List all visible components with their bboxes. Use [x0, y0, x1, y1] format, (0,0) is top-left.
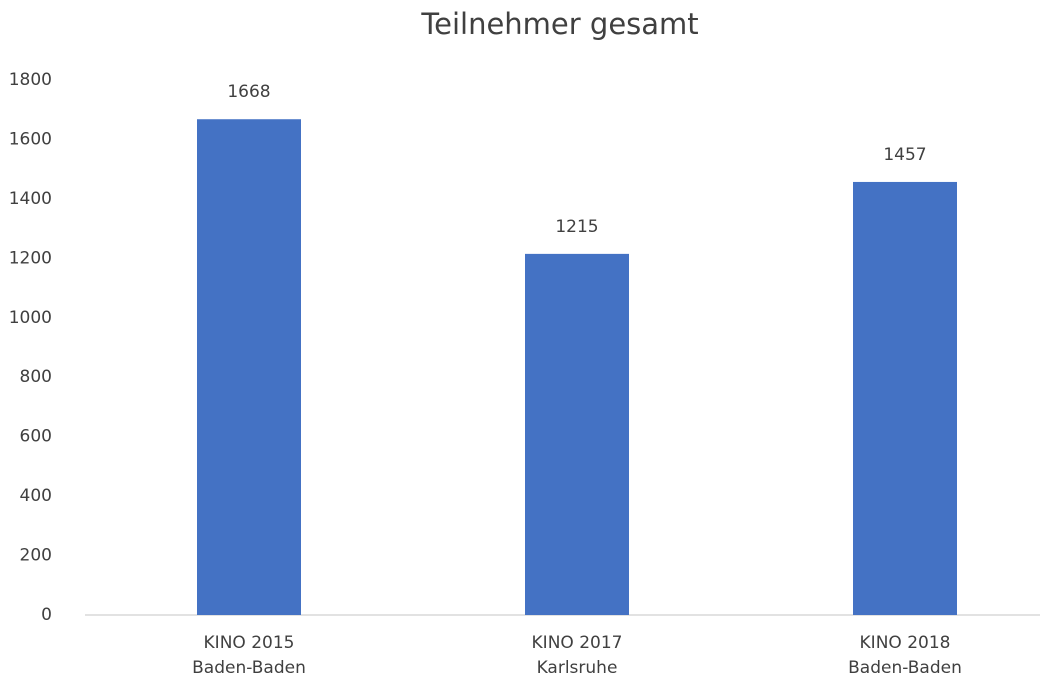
y-tick-label: 200	[20, 546, 52, 566]
y-tick-label: 400	[20, 486, 52, 506]
y-tick-label: 600	[20, 427, 52, 447]
y-tick-label: 1000	[9, 308, 52, 328]
x-tick-label: KINO 2017	[532, 633, 623, 653]
y-tick-label: 1800	[9, 70, 52, 90]
data-label: 1215	[555, 217, 598, 237]
x-tick-label: KINO 2018	[860, 633, 951, 653]
data-label: 1668	[227, 82, 270, 102]
y-tick-label: 800	[20, 367, 52, 387]
bar	[525, 253, 629, 615]
bar	[197, 119, 301, 615]
data-label: 1457	[883, 145, 926, 165]
y-tick-label: 0	[41, 605, 52, 625]
x-tick-label: KINO 2015	[204, 633, 295, 653]
x-tick-label: Baden-Baden	[192, 658, 306, 678]
bar	[853, 181, 957, 616]
x-tick-label: Baden-Baden	[848, 658, 962, 678]
x-tick-label: Karlsruhe	[537, 658, 618, 678]
y-tick-label: 1200	[9, 248, 52, 268]
y-tick-label: 1600	[9, 129, 52, 149]
y-tick-label: 1400	[9, 189, 52, 209]
chart-title: Teilnehmer gesamt	[420, 7, 698, 41]
